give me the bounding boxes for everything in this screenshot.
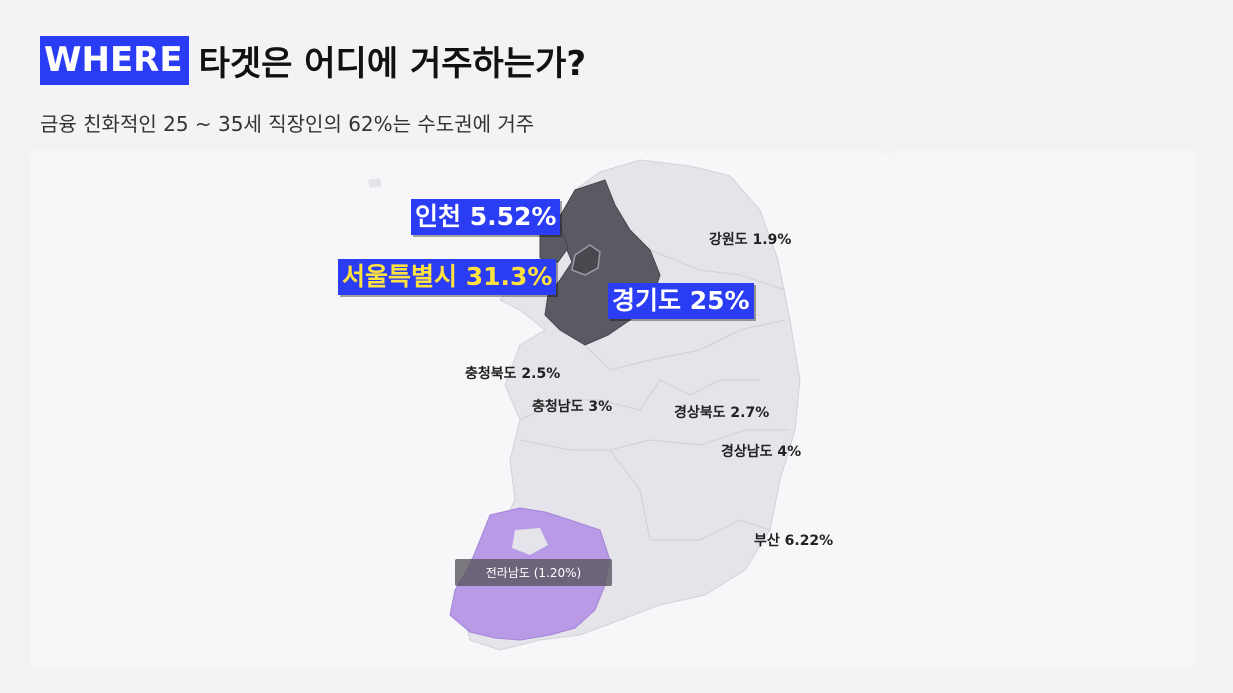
map-tooltip: 전라남도 (1.20%) xyxy=(455,559,612,586)
region-seoul[interactable] xyxy=(571,244,601,276)
title-text: 타겟은 어디에 거주하는가? xyxy=(198,44,587,84)
region-borders xyxy=(519,249,790,541)
label-gyeonggi: 경기도 25% xyxy=(608,283,754,319)
region-island xyxy=(368,178,382,188)
region-jeonnam-lake xyxy=(512,528,548,555)
page-title: WHERE 타겟은 어디에 거주하는가? xyxy=(40,36,586,85)
label-seoul: 서울특별시 31.3% xyxy=(338,259,557,295)
label-gyeongnam: 경상남도 4% xyxy=(721,444,802,460)
page-subtitle: 금융 친화적인 25 ~ 35세 직장인의 62%는 수도권에 거주 xyxy=(40,112,535,136)
label-gangwon: 강원도 1.9% xyxy=(709,232,792,248)
label-incheon: 인천 5.52% xyxy=(411,199,561,235)
side-card xyxy=(890,150,1197,668)
label-chungbuk: 충청북도 2.5% xyxy=(465,366,561,382)
label-gyeongbuk: 경상북도 2.7% xyxy=(674,405,770,421)
title-highlight: WHERE xyxy=(40,36,189,85)
label-chungnam: 충청남도 3% xyxy=(532,399,613,415)
label-busan: 부산 6.22% xyxy=(754,533,834,549)
